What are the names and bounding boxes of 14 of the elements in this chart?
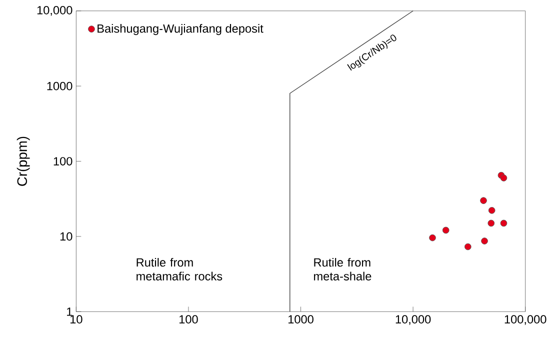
y-tick-label: 1000 (47, 82, 72, 90)
x-tick-label: 1000 (288, 314, 314, 324)
y-tick-label: 1 (67, 307, 72, 316)
y-tick-label: 100 (54, 156, 72, 166)
annotation: Rutile from metamafic rocks (136, 258, 222, 280)
x-tick-label: 100,000 (504, 314, 546, 325)
x-tick-label: 100 (180, 314, 198, 324)
annotation: Rutile from meta-shale (314, 258, 372, 280)
x-tick-label: 10,000 (396, 314, 431, 325)
y-tick-label: 10,000 (37, 6, 72, 16)
y-tick-label: 10 (60, 232, 72, 240)
y-axis-title: Cr(ppm) (16, 136, 30, 186)
legend-label: Baishugang-Wujianfang deposit (98, 24, 264, 35)
x-tick-label: 10 (70, 314, 82, 324)
